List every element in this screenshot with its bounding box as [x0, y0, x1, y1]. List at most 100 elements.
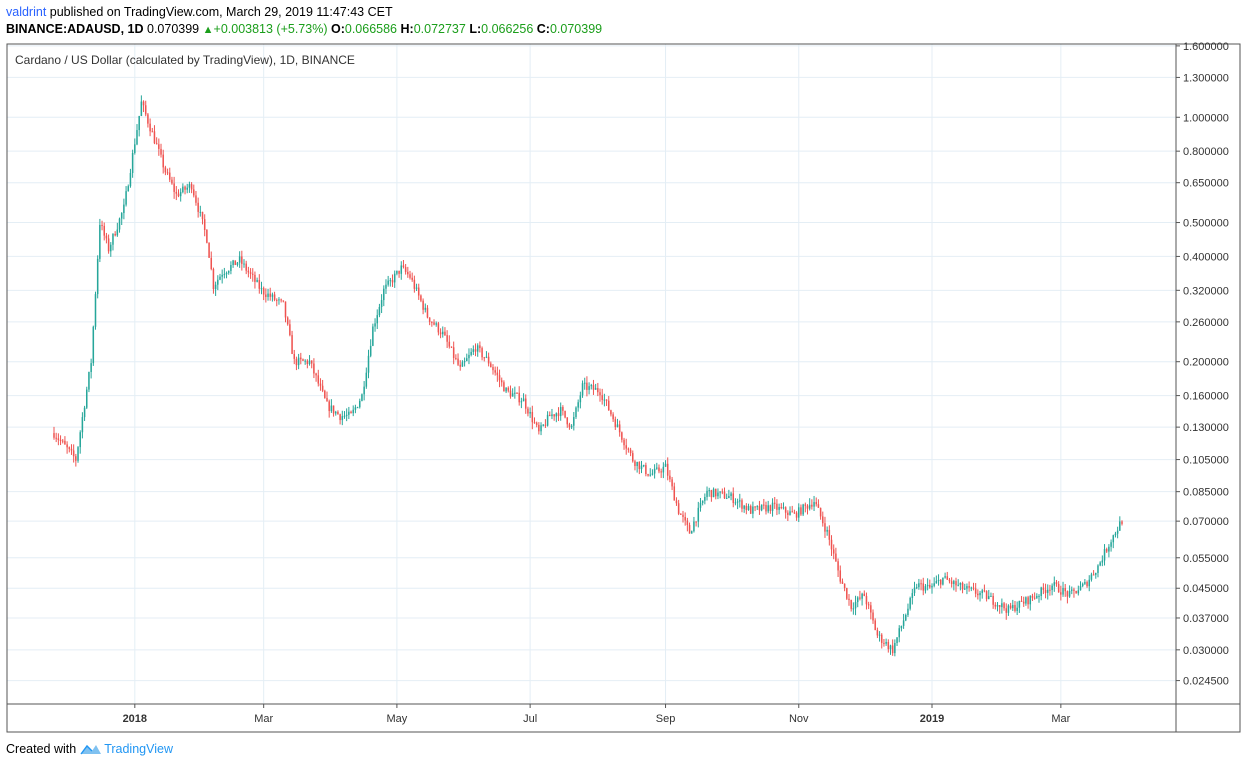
price-chart[interactable]: Cardano / US Dollar (calculated by Tradi…: [0, 0, 1246, 740]
candle: [1079, 581, 1082, 591]
candle: [660, 468, 662, 478]
candle-body: [249, 272, 252, 274]
candle-body: [719, 491, 721, 493]
candle-body: [1001, 603, 1003, 608]
candle: [739, 493, 741, 508]
candle-body: [627, 448, 630, 450]
candle: [527, 406, 529, 417]
candle: [448, 335, 451, 349]
candle: [64, 436, 66, 445]
candle-body: [852, 608, 855, 610]
candle: [1075, 590, 1077, 594]
tradingview-link[interactable]: TradingView: [104, 742, 173, 756]
time-tick-label: Mar: [254, 713, 273, 725]
candle: [900, 625, 903, 632]
candle-body: [1112, 535, 1115, 543]
candle: [607, 396, 610, 411]
candle: [88, 371, 90, 393]
candle: [1112, 534, 1115, 549]
candle-body: [863, 593, 866, 596]
candle: [201, 211, 204, 225]
candle-body: [439, 332, 442, 335]
candle: [319, 378, 322, 391]
candle: [518, 386, 520, 406]
candle-body: [1101, 560, 1104, 563]
candle: [841, 578, 844, 584]
candle: [269, 287, 271, 301]
candle: [158, 138, 160, 156]
candle-body: [894, 642, 896, 654]
candle: [1005, 603, 1008, 620]
candle: [173, 176, 175, 199]
candle-body: [393, 273, 396, 283]
candle-body: [931, 585, 933, 588]
candle: [424, 303, 427, 313]
candle-body: [754, 506, 756, 508]
candle: [732, 487, 735, 508]
candle-body: [529, 411, 531, 414]
candle: [230, 261, 232, 275]
candle: [485, 351, 488, 359]
candle-body: [276, 299, 278, 301]
candle: [116, 222, 119, 237]
candle-body: [352, 409, 354, 414]
candle: [522, 393, 525, 402]
candle-body: [193, 189, 195, 196]
candle: [826, 526, 828, 536]
price-tick-label: 0.800000: [1183, 146, 1229, 158]
candle-body: [291, 335, 293, 354]
author-link[interactable]: valdrint: [6, 5, 47, 19]
candle-body: [203, 219, 206, 230]
candle: [112, 233, 114, 251]
candle-body: [332, 405, 335, 414]
time-tick-label: 2018: [123, 713, 147, 725]
candle-body: [208, 242, 210, 258]
candle-body: [1108, 546, 1110, 552]
candle-body: [420, 295, 422, 301]
candle: [614, 416, 617, 430]
candle-body: [887, 642, 890, 650]
candle-body: [594, 388, 597, 390]
candle-body: [498, 375, 501, 381]
price-axis: 1.600000 1.300000 1.000000 0.800000 0.650000…: [1176, 41, 1229, 688]
candle: [708, 487, 710, 497]
candle-body: [396, 270, 398, 274]
candle: [721, 488, 724, 495]
candle: [970, 586, 973, 592]
candle-body: [830, 539, 833, 550]
candle: [955, 577, 957, 592]
candle-body: [503, 382, 505, 392]
price-tick-label: 0.030000: [1183, 645, 1229, 657]
candle: [188, 181, 191, 193]
candle: [839, 565, 842, 584]
candle-body: [618, 424, 621, 433]
candle: [610, 409, 612, 417]
candle: [153, 125, 156, 145]
candle-body: [811, 504, 813, 507]
candle: [199, 205, 202, 217]
candle-body: [610, 410, 612, 415]
candle-body: [662, 466, 665, 473]
candle: [409, 270, 411, 280]
candle: [280, 298, 282, 303]
candle-body: [752, 506, 754, 514]
candle-body: [926, 584, 929, 587]
candle: [553, 413, 555, 421]
price-tick-label: 0.045000: [1183, 583, 1229, 595]
candle: [686, 517, 689, 532]
candle-body: [385, 284, 387, 289]
candle-body: [238, 256, 241, 263]
candle: [723, 487, 726, 499]
candle-body: [1027, 597, 1029, 605]
candle: [880, 633, 883, 649]
candle-body: [850, 600, 852, 609]
candle: [704, 493, 706, 505]
high-value: 0.072737: [413, 22, 466, 36]
candle: [1051, 583, 1053, 596]
candle-body: [828, 529, 831, 540]
candle: [771, 498, 774, 517]
candle: [120, 212, 123, 226]
low-value: 0.066256: [481, 22, 534, 36]
candle-body: [330, 405, 333, 412]
candle: [730, 491, 732, 501]
